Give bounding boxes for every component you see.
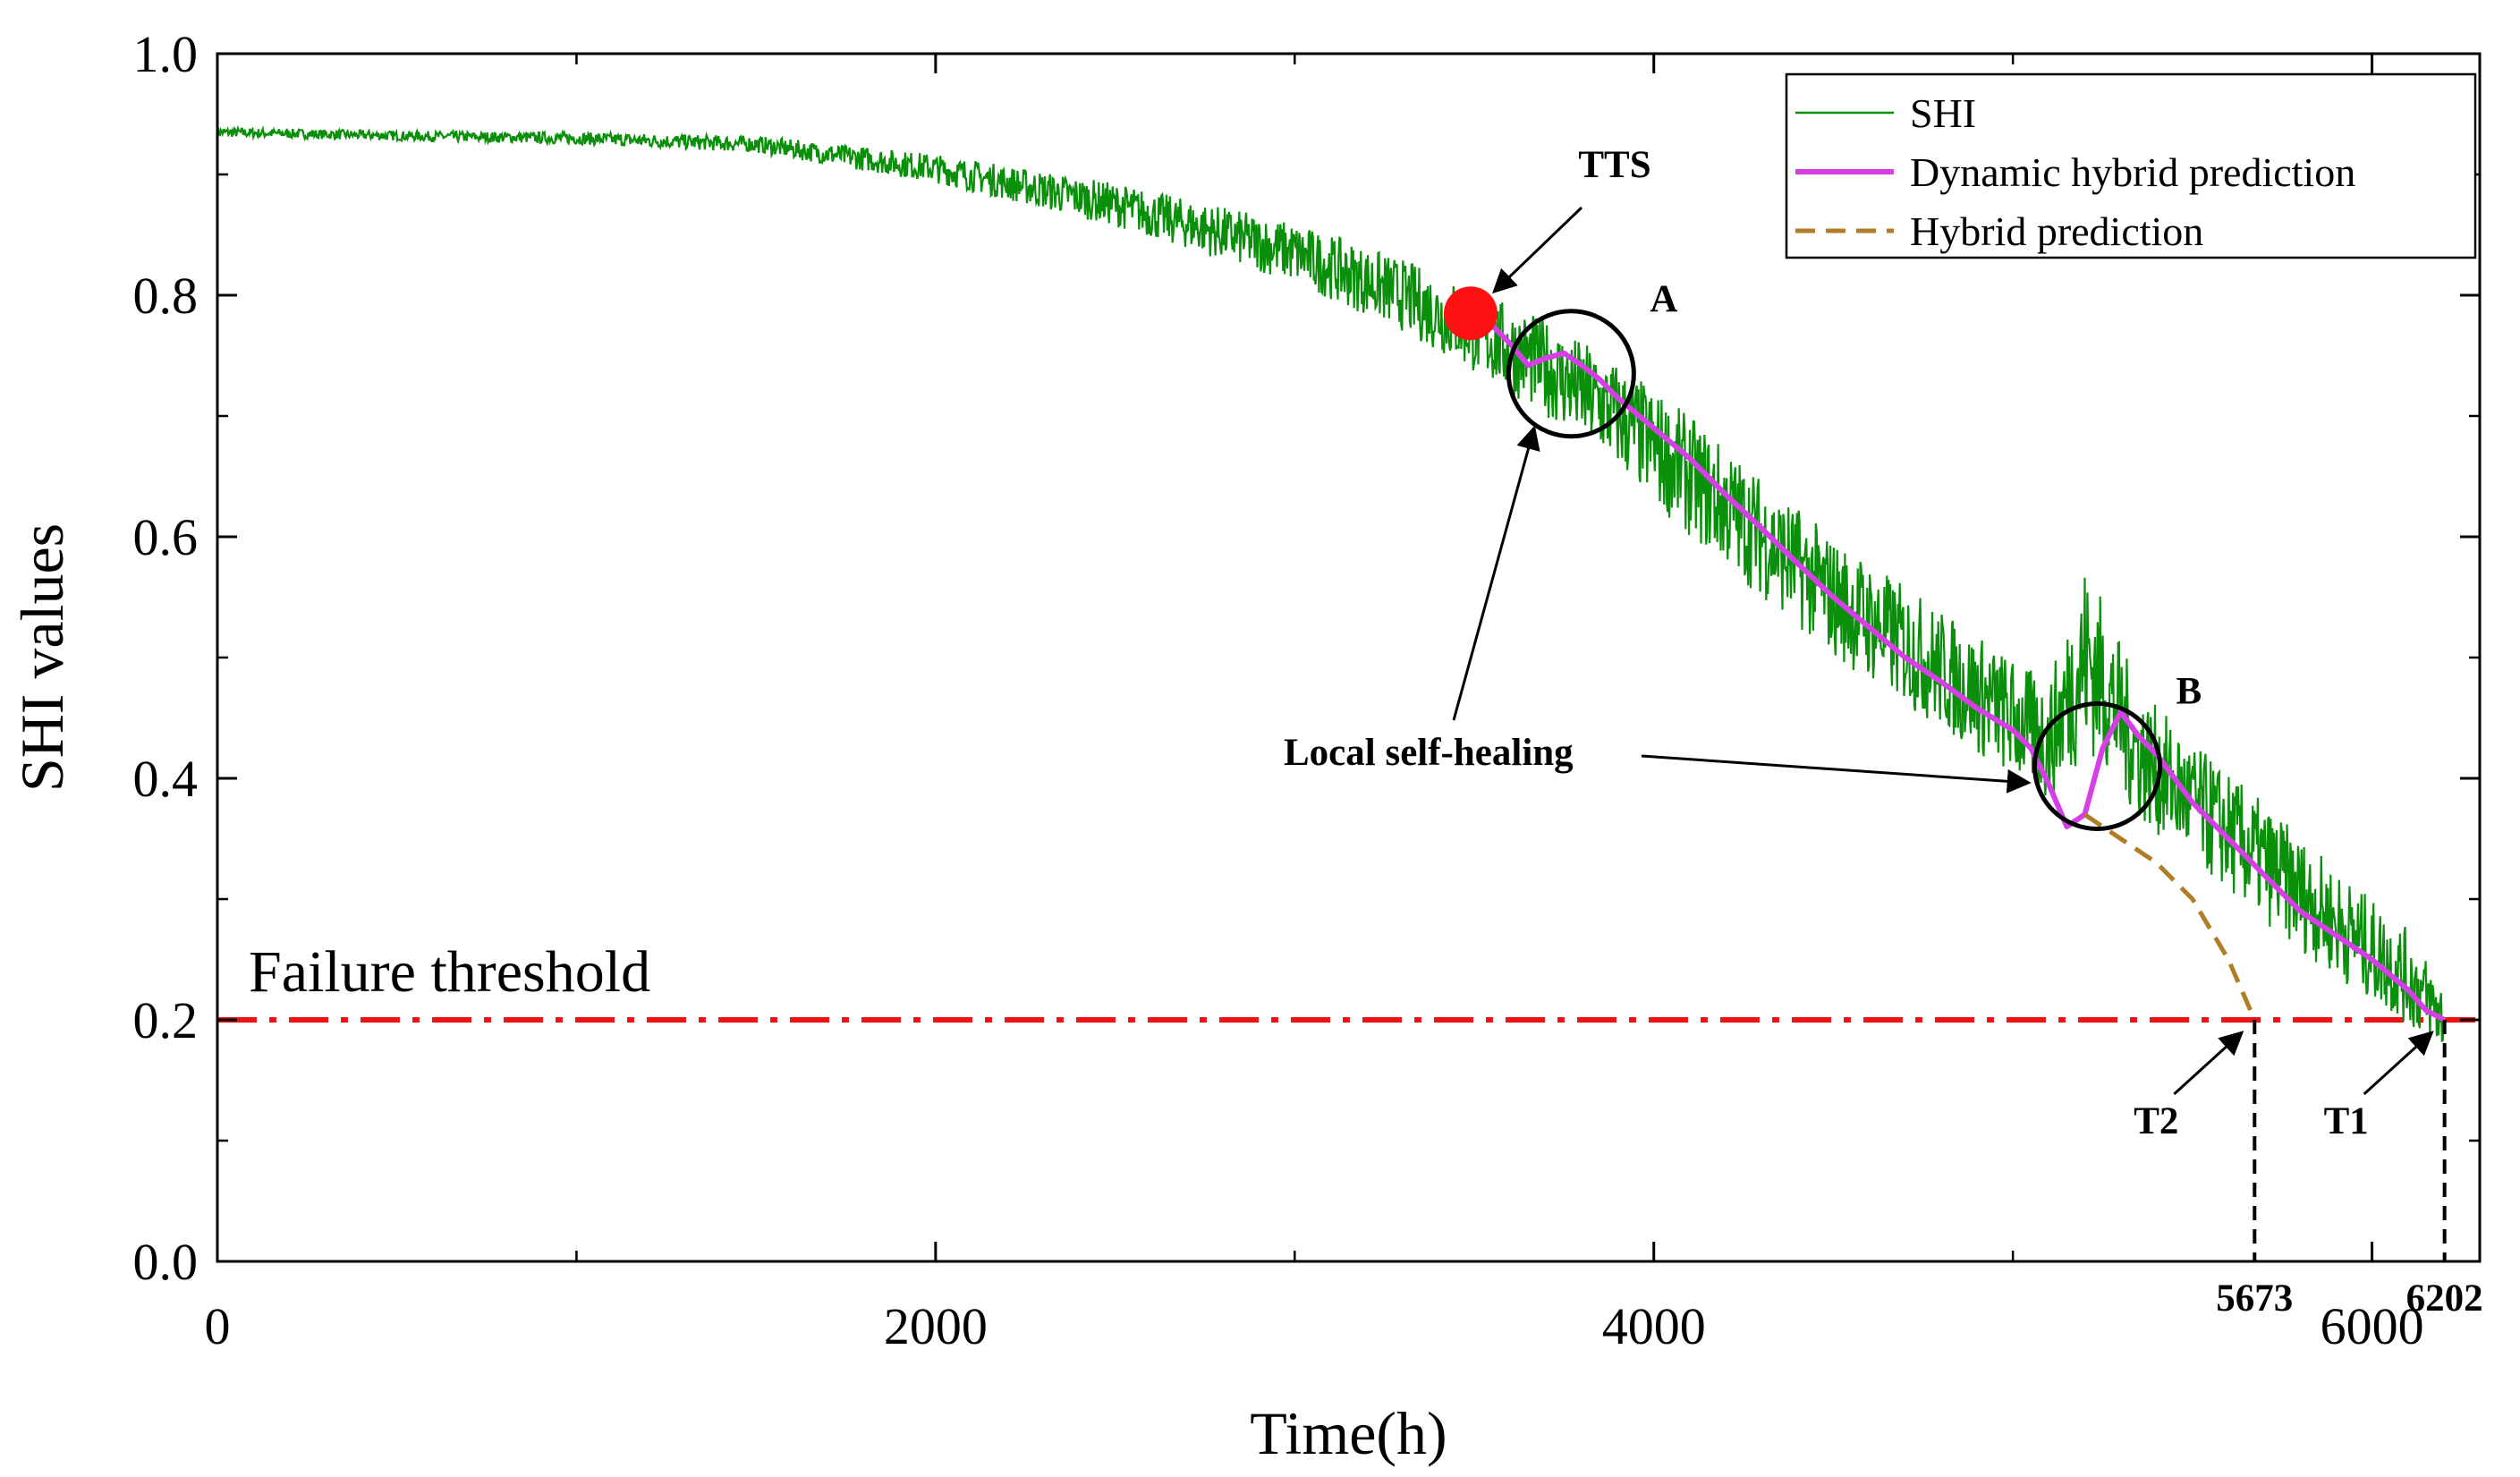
legend-label-shi: SHI [1910, 90, 1976, 136]
tts-arrow [1492, 206, 1583, 294]
series-layer [216, 124, 2480, 1043]
y-tick-label: 0.2 [133, 991, 199, 1049]
x-tick-label: 2000 [884, 1297, 988, 1355]
y-tick-label: 0.0 [133, 1233, 199, 1291]
self-healing-circle-a [1506, 309, 1636, 439]
t1-arrow [2363, 1031, 2434, 1096]
circle-label-b: B [2176, 671, 2202, 713]
series-line-hybrid-prediction [2083, 812, 2257, 1021]
legend-label-hybrid-prediction: Hybrid prediction [1910, 208, 2203, 254]
circle-label-a: A [1650, 278, 1677, 320]
x-tick-label: 6000 [2321, 1297, 2424, 1355]
legend-label-dynamic-hybrid-prediction: Dynamic hybrid prediction [1910, 149, 2355, 195]
legend-box [1785, 72, 2477, 259]
tts-marker [1443, 286, 1498, 341]
t2-arrow [2173, 1031, 2244, 1096]
y-tick-label: 0.8 [133, 267, 199, 325]
self-healing-arrow-a [1452, 425, 1540, 721]
y-tick-label: 0.6 [133, 508, 199, 566]
ticks-layer: 0 2000 4000 6000 0.0 0.2 0.4 0.6 0.8 1.0 [133, 25, 2480, 1355]
t1-value-label: 6202 [2406, 1278, 2483, 1320]
series-line-dynamic-hybrid-prediction [1469, 310, 2447, 1023]
series-line-shi [216, 124, 2446, 1043]
y-tick-label: 0.4 [133, 750, 199, 808]
x-axis-title: Time(h) [1250, 1399, 1447, 1467]
legend: SHI Dynamic hybrid prediction Hybrid predi… [1785, 72, 2477, 259]
self-healing-arrow-b [1641, 754, 2032, 794]
y-tick-label: 1.0 [133, 25, 199, 83]
tts-label: TTS [1578, 144, 1650, 186]
t2-label: T2 [2134, 1100, 2178, 1142]
local-self-healing-label: Local self-healing [1284, 732, 1574, 774]
t1-label: T1 [2324, 1100, 2369, 1142]
annotations-layer: Failure threshold TTS A B Local self-healing… [249, 144, 2483, 1320]
x-tick-label: 0 [205, 1297, 231, 1355]
y-axis-title: SHI values [8, 523, 76, 792]
t2-value-label: 5673 [2216, 1278, 2293, 1320]
self-healing-circle-b [2032, 701, 2162, 831]
x-tick-label: 4000 [1602, 1297, 1706, 1355]
failure-threshold-label: Failure threshold [249, 939, 650, 1005]
